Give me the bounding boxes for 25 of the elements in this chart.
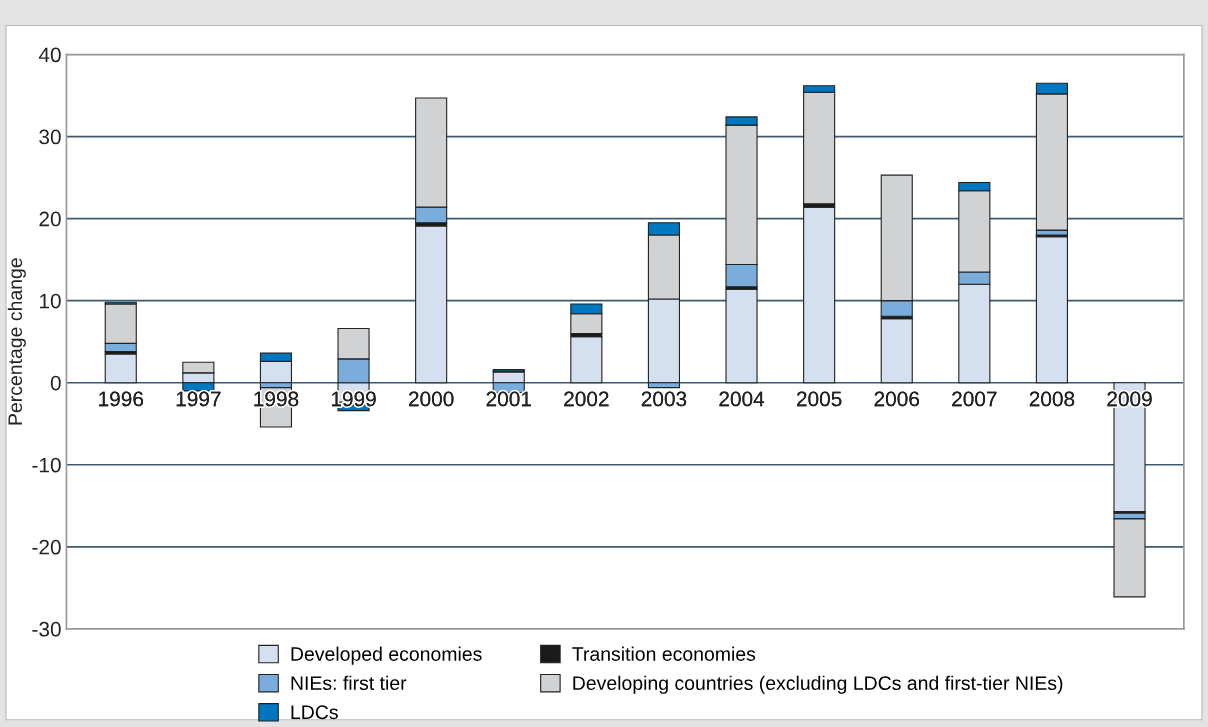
legend-label: NIEs: first tier xyxy=(291,675,407,691)
x-tick-label: 2004 xyxy=(719,391,765,407)
y-tick-label: 10 xyxy=(40,293,61,309)
x-tick-label: 2000 xyxy=(409,391,454,407)
x-tick-label: 2005 xyxy=(797,391,842,407)
y-tick-label: -20 xyxy=(32,539,61,555)
x-tick-label: 2002 xyxy=(564,391,609,407)
y-axis-title: Percentage change xyxy=(7,258,26,425)
y-tick-label: 20 xyxy=(39,211,61,227)
legend-label: Transition economies xyxy=(572,646,756,661)
legend-label: Developing countries (excluding LDCs and first-tier NIEs) xyxy=(573,675,1063,694)
x-tick-label: 2007 xyxy=(952,391,997,407)
legend-label: LDCs xyxy=(291,705,338,720)
x-tick-label: 2003 xyxy=(641,391,687,407)
x-tick-label: 2001 xyxy=(486,391,531,407)
y-tick-label: -30 xyxy=(32,621,61,637)
x-tick-label: 1997 xyxy=(176,391,221,407)
x-tick-label: 2008 xyxy=(1029,391,1075,407)
y-tick-label: -10 xyxy=(32,457,61,473)
y-tick-label: 40 xyxy=(38,47,61,63)
x-tick-label: 2006 xyxy=(874,391,919,407)
y-tick-label: 30 xyxy=(39,129,61,145)
legend-label: Developed economies xyxy=(291,646,482,665)
y-tick-label: 0 xyxy=(50,375,61,391)
x-tick-label: 1996 xyxy=(99,391,144,407)
